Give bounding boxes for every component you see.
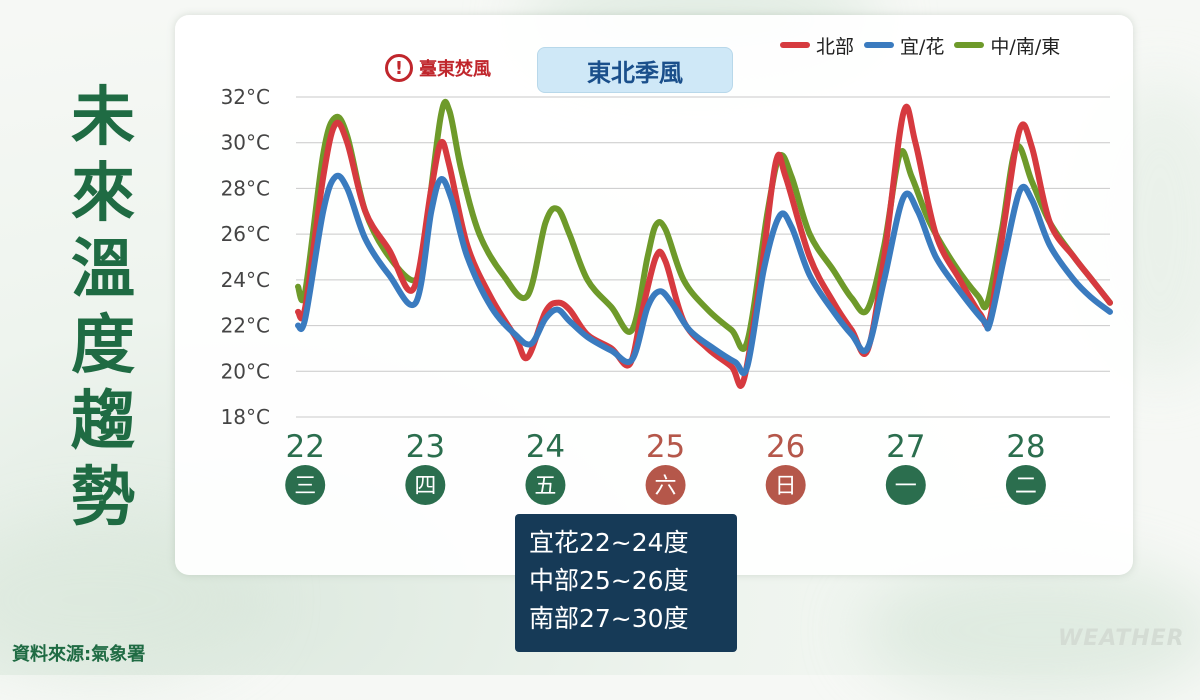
weekday-badge [405, 465, 446, 505]
weekday-label: 二 [1015, 474, 1037, 499]
series-line-central-south-east [295, 98, 1113, 352]
legend-swatch [864, 42, 895, 48]
weekday-label: 一 [895, 474, 917, 499]
legend-swatch [954, 42, 985, 48]
x-tick-date-label: 28 [1006, 429, 1045, 465]
y-tick-label: 32°C [221, 85, 270, 109]
legend-label: 宜/花 [900, 35, 945, 58]
x-tick-date-label: 22 [285, 429, 324, 465]
exclamation-circle-icon: ! [385, 54, 413, 82]
temperature-line-chart: 18°C 20°C 22°C 24°C 26°C 28°C 30°C 32°C 22 三 23 四 24… [221, 85, 1113, 505]
x-tick-date-label: 25 [646, 429, 685, 465]
weekday-label: 六 [655, 474, 677, 499]
weekday-badge [525, 465, 566, 505]
legend-item: 北部 [780, 32, 854, 59]
legend-item: 中/南/東 [954, 32, 1060, 59]
series-line-yilan-hualien [295, 172, 1113, 377]
weekday-label: 三 [294, 474, 316, 499]
y-tick-label: 26°C [221, 222, 270, 246]
y-tick-label: 24°C [221, 268, 270, 292]
legend-label: 北部 [816, 35, 855, 58]
note-line-central: 中部25~26度 [529, 566, 689, 595]
x-tick-date-label: 23 [406, 429, 445, 465]
y-tick-label: 28°C [221, 176, 270, 200]
data-source: 資料來源:氣象署 [12, 644, 146, 665]
weekday-label: 五 [534, 474, 556, 499]
weekday-badge [885, 465, 926, 505]
temperature-note-box: 宜花22~24度 中部25~26度 南部27~30度 [515, 514, 737, 652]
note-line-southern: 南部27~30度 [529, 604, 689, 633]
chart-legend: 北部 宜/花 中/南/東 [780, 32, 1060, 58]
y-tick-label: 30°C [221, 131, 270, 155]
y-tick-label: 20°C [221, 359, 270, 383]
y-tick-label: 22°C [221, 314, 270, 338]
page-title: 未來溫度趨勢 [71, 81, 135, 535]
legend-swatch [780, 42, 810, 48]
x-tick-date-label: 27 [886, 429, 925, 465]
watermark-logo: WEATHER [1058, 626, 1185, 651]
monsoon-label: 東北季風 [537, 47, 733, 93]
y-tick-label: 18°C [221, 405, 270, 429]
x-tick-date-label: 24 [526, 429, 565, 465]
weekday-badge [765, 465, 806, 505]
legend-item: 宜/花 [864, 32, 944, 59]
foehn-alert-label: 臺東焚風 [419, 59, 491, 80]
weekday-badge [1005, 465, 1046, 505]
note-line-yilan-hualien: 宜花22~24度 [529, 528, 689, 557]
weekday-badge [285, 465, 326, 505]
weekday-label: 四 [414, 474, 436, 499]
x-tick-date-label: 26 [766, 429, 805, 465]
foehn-alert-badge: ! 臺東焚風 [385, 52, 491, 84]
weekday-badge [645, 465, 686, 505]
weekday-label: 日 [775, 474, 797, 499]
legend-label: 中/南/東 [990, 35, 1061, 58]
